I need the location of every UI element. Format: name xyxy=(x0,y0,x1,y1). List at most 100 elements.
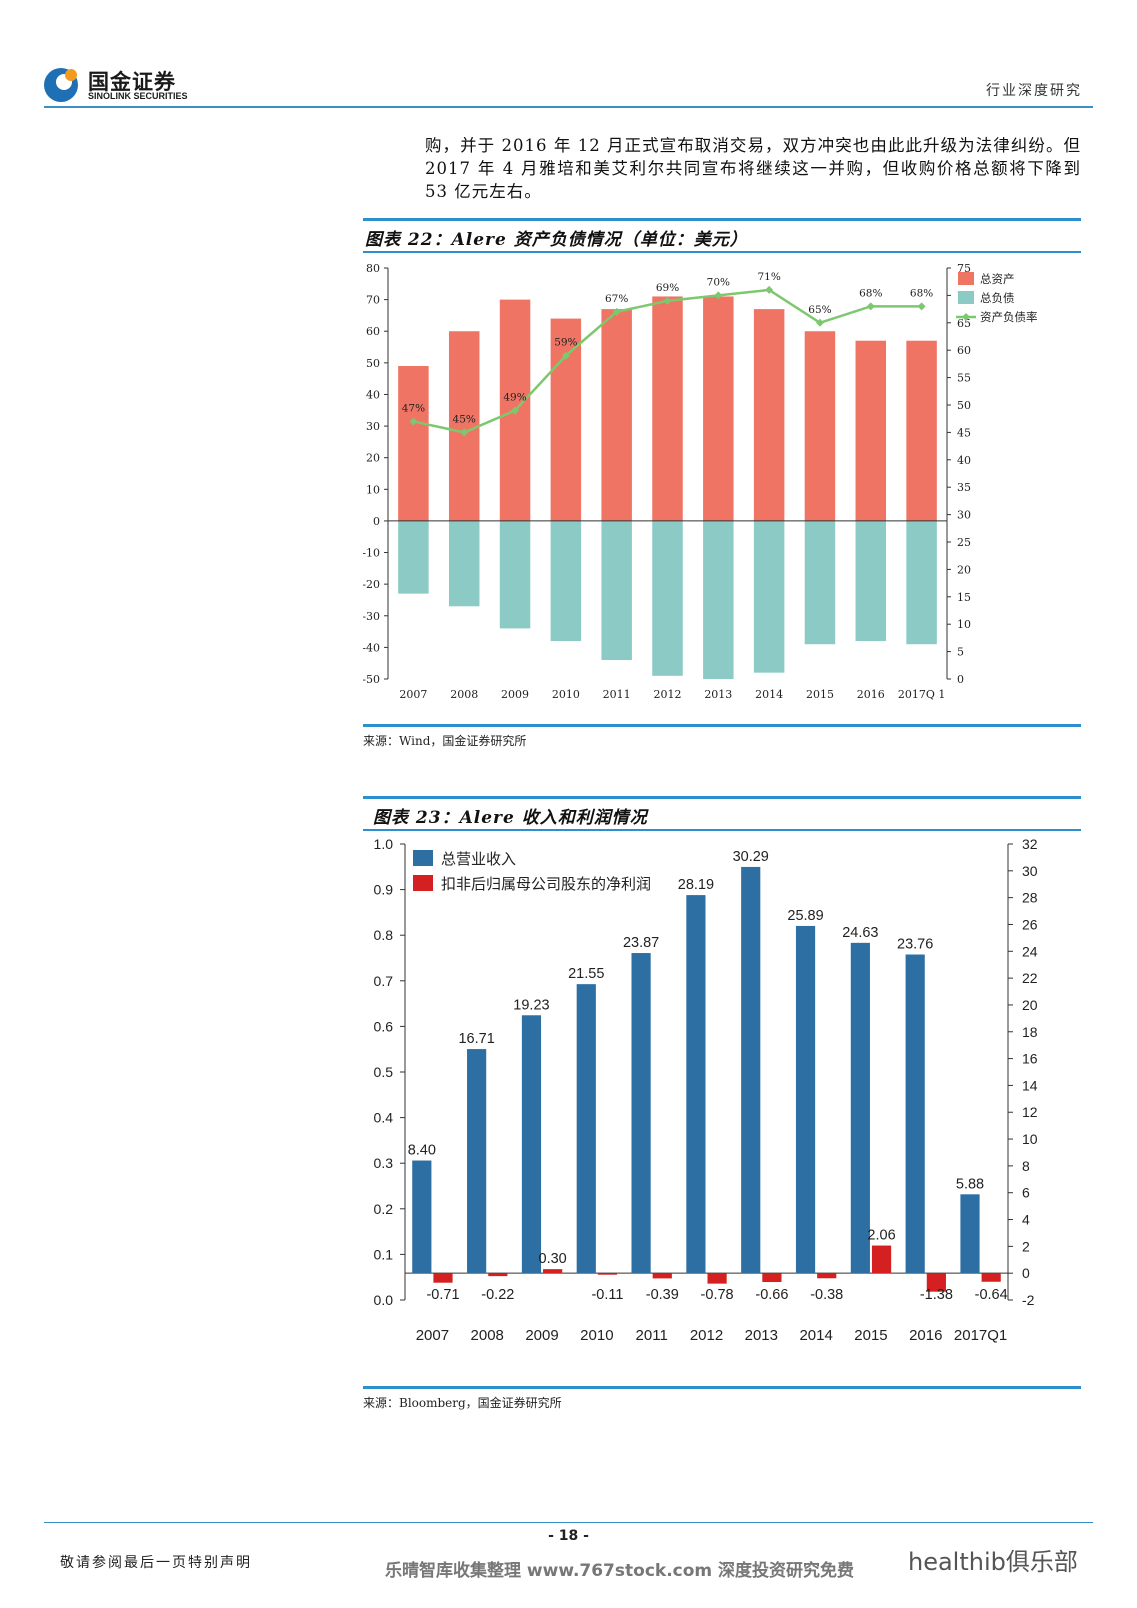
x-tick-label: 2009 xyxy=(501,688,529,701)
bar-revenue xyxy=(576,984,596,1274)
bar-total-assets xyxy=(398,366,429,521)
bar-total-liabilities xyxy=(804,520,836,645)
bar-revenue xyxy=(905,954,925,1274)
bar-total-liabilities xyxy=(601,520,632,661)
logo-english-name: SINOLINK SECURITIES xyxy=(88,91,188,101)
report-section-label: 行业深度研究 xyxy=(986,83,1082,99)
y2-tick-label: 50 xyxy=(957,399,971,412)
y-tick-label: 0.2 xyxy=(374,1201,394,1217)
x-tick-label: 2015 xyxy=(806,688,834,701)
bar-total-liabilities xyxy=(550,520,582,642)
y2-tick-label: 40 xyxy=(957,454,971,467)
footer-divider xyxy=(44,1522,1093,1523)
y-tick-label: 10 xyxy=(366,483,380,496)
bar-total-assets xyxy=(703,296,734,521)
profit-label: -0.11 xyxy=(591,1287,623,1303)
y2-tick-label: 4 xyxy=(1022,1212,1030,1228)
y-tick-label: 0.3 xyxy=(374,1155,394,1171)
y2-tick-label: 30 xyxy=(1022,863,1038,879)
y-tick-label: 40 xyxy=(366,388,380,401)
x-tick-label: 2009 xyxy=(525,1327,558,1344)
bar-net-profit xyxy=(543,1269,563,1274)
y2-tick-label: 30 xyxy=(957,509,971,522)
y2-tick-label: 35 xyxy=(957,481,971,494)
y-tick-label: 0 xyxy=(373,515,380,528)
y-tick-label: 0.6 xyxy=(374,1018,394,1034)
debt-ratio-marker xyxy=(511,406,520,415)
y2-tick-label: 25 xyxy=(957,536,971,549)
y2-tick-label: 6 xyxy=(1022,1185,1030,1201)
x-tick-label: 2010 xyxy=(580,1327,613,1344)
bar-total-liabilities xyxy=(448,520,480,607)
y2-tick-label: 8 xyxy=(1022,1158,1030,1174)
debt-ratio-label: 71% xyxy=(757,271,780,283)
bar-revenue xyxy=(521,1015,542,1274)
bar-revenue xyxy=(467,1049,487,1274)
debt-ratio-marker xyxy=(917,302,926,311)
y-tick-label: 70 xyxy=(366,294,380,307)
footer-watermark: 乐晴智库收集整理 www.767stock.com 深度投资研究免费 xyxy=(385,1561,855,1581)
figure1-title: 图表 22：Alere 资产负债情况（单位：美元） xyxy=(365,230,748,250)
x-tick-label: 2011 xyxy=(603,688,631,701)
y-tick-label: 0.4 xyxy=(374,1110,394,1126)
bar-total-liabilities xyxy=(855,520,887,642)
debt-ratio-marker xyxy=(460,428,469,437)
bar-total-liabilities xyxy=(652,520,683,676)
profit-label: -0.39 xyxy=(646,1287,679,1303)
company-logo: 国金证券 SINOLINK SECURITIES xyxy=(42,64,212,106)
figure2-title: 图表 23：Alere 收入和利润情况 xyxy=(373,808,648,828)
x-tick-label: 2015 xyxy=(854,1327,887,1344)
y-tick-label: 60 xyxy=(366,325,380,338)
bar-revenue xyxy=(741,866,761,1274)
debt-ratio-label: 65% xyxy=(808,304,831,316)
y2-tick-label: 18 xyxy=(1022,1024,1038,1040)
y-tick-label: 20 xyxy=(366,452,380,465)
profit-label: 0.30 xyxy=(539,1251,567,1267)
debt-ratio-marker xyxy=(866,302,875,311)
figure2-source: 来源：Bloomberg，国金证券研究所 xyxy=(363,1396,562,1410)
bar-net-profit xyxy=(652,1273,672,1279)
profit-label: -0.71 xyxy=(426,1287,459,1303)
y-tick-label: 0.1 xyxy=(374,1246,394,1262)
debt-ratio-label: 47% xyxy=(402,402,425,414)
bar-revenue xyxy=(795,925,816,1274)
bar-revenue xyxy=(850,942,870,1274)
debt-ratio-marker xyxy=(612,307,621,316)
bar-total-liabilities xyxy=(703,520,734,679)
bar-total-liabilities xyxy=(499,520,531,629)
header-divider xyxy=(44,106,1093,108)
figure1-bottom-rule xyxy=(363,724,1081,727)
revenue-label: 28.19 xyxy=(678,877,714,893)
bar-total-assets xyxy=(855,340,887,521)
y-tick-label: 0.9 xyxy=(374,882,394,898)
debt-ratio-label: 49% xyxy=(503,391,526,403)
x-tick-label: 2016 xyxy=(909,1327,942,1344)
y2-tick-label: 20 xyxy=(1022,997,1038,1013)
debt-ratio-marker xyxy=(765,285,774,294)
bar-total-assets xyxy=(601,309,632,521)
legend-swatch-assets xyxy=(958,272,974,285)
figure2-title-bar: 图表 23：Alere 收入和利润情况 xyxy=(363,796,1081,831)
bar-revenue xyxy=(960,1194,980,1274)
page-number: - 18 - xyxy=(548,1528,589,1544)
debt-ratio-marker xyxy=(714,291,723,300)
bar-net-profit xyxy=(926,1273,946,1292)
footer-notice: 敬请参阅最后一页特别声明 xyxy=(60,1555,252,1571)
x-tick-label: 2017Q1 xyxy=(954,1327,1007,1344)
y2-tick-label: 26 xyxy=(1022,916,1038,932)
debt-ratio-marker xyxy=(561,351,570,360)
legend-marker-ratio xyxy=(962,313,970,321)
debt-ratio-label: 67% xyxy=(605,293,628,305)
y-tick-label: -30 xyxy=(363,610,380,623)
bar-total-liabilities xyxy=(398,520,429,594)
y2-tick-label: 32 xyxy=(1022,836,1038,852)
debt-ratio-label: 70% xyxy=(707,276,730,288)
x-tick-label: 2008 xyxy=(450,688,478,701)
y2-tick-label: 55 xyxy=(957,372,971,385)
y2-tick-label: 2 xyxy=(1022,1238,1030,1254)
y2-tick-label: 14 xyxy=(1022,1077,1038,1093)
x-tick-label: 2013 xyxy=(704,688,732,701)
bar-net-profit xyxy=(433,1273,453,1283)
revenue-label: 16.71 xyxy=(458,1031,494,1047)
x-tick-label: 2007 xyxy=(416,1327,449,1344)
